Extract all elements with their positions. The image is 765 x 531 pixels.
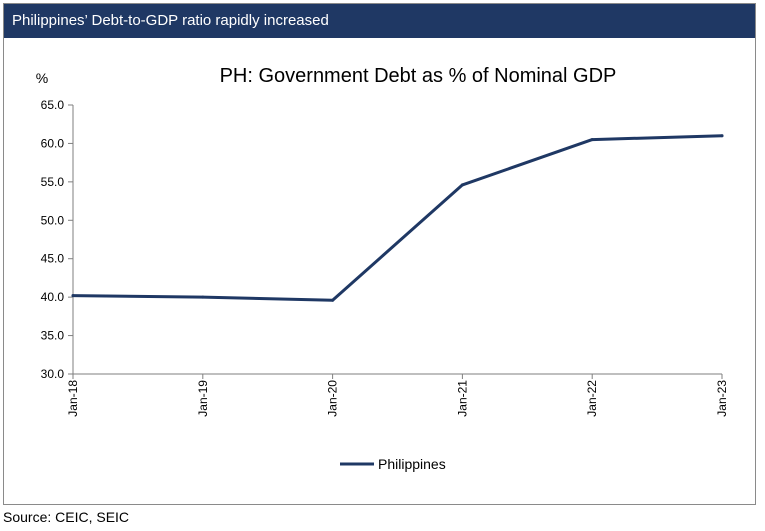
source-note: Source: CEIC, SEIC bbox=[3, 509, 130, 525]
data-point bbox=[460, 183, 464, 187]
legend-label-philippines: Philippines bbox=[378, 456, 446, 472]
data-point bbox=[71, 294, 75, 298]
plot-area bbox=[71, 134, 724, 302]
chart-axes: 30.0 35.0 40.0 45.0 50.0 55.0 60.0 65.0 Jan-18 Ja… bbox=[41, 98, 729, 417]
y-tick-label: 50.0 bbox=[41, 213, 65, 227]
chart-frame: Philippines’ Debt-to-GDP ratio rapidly i… bbox=[3, 3, 756, 505]
chart-title: PH: Government Debt as % of Nominal GDP bbox=[220, 65, 617, 87]
y-tick-label: 40.0 bbox=[41, 290, 65, 304]
x-tick-label: Jan-20 bbox=[326, 380, 340, 417]
x-tick-label: Jan-21 bbox=[455, 380, 469, 417]
y-axis-label: % bbox=[36, 70, 48, 86]
y-tick-label: 55.0 bbox=[41, 175, 65, 189]
data-point bbox=[720, 134, 724, 138]
y-tick-label: 35.0 bbox=[41, 329, 65, 343]
y-tick-label: 45.0 bbox=[41, 252, 65, 266]
legend: Philippines bbox=[340, 456, 446, 472]
y-tick-label: 65.0 bbox=[41, 98, 65, 112]
x-tick-label: Jan-19 bbox=[196, 380, 210, 417]
y-tick-label: 30.0 bbox=[41, 367, 65, 381]
data-point bbox=[201, 295, 205, 299]
x-tick-label: Jan-23 bbox=[715, 380, 729, 417]
x-tick-label: Jan-18 bbox=[66, 380, 80, 417]
series-line-philippines bbox=[71, 134, 724, 302]
data-point bbox=[590, 138, 594, 142]
page-title: Philippines’ Debt-to-GDP ratio rapidly i… bbox=[4, 4, 755, 38]
x-tick-label: Jan-22 bbox=[585, 380, 599, 417]
y-tick-label: 60.0 bbox=[41, 136, 65, 150]
data-point bbox=[331, 298, 335, 302]
